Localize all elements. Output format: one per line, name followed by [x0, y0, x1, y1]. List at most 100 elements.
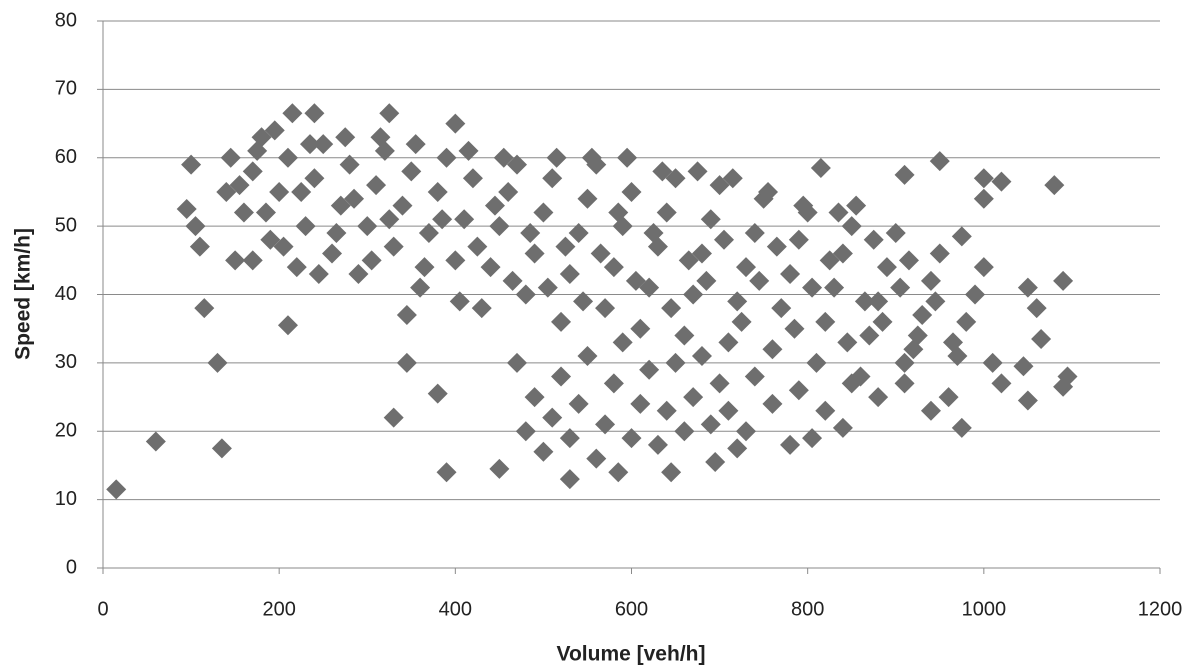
- point: [603, 257, 624, 278]
- point: [344, 188, 365, 209]
- point: [480, 257, 501, 278]
- point: [445, 113, 466, 134]
- point: [106, 479, 127, 500]
- point: [229, 175, 250, 196]
- x-tick-label: 600: [615, 598, 648, 620]
- point: [189, 236, 210, 257]
- point: [784, 318, 805, 339]
- point: [242, 250, 263, 271]
- point: [410, 277, 431, 298]
- point: [819, 250, 840, 271]
- point: [907, 325, 928, 346]
- point: [524, 387, 545, 408]
- point: [788, 380, 809, 401]
- point: [277, 147, 298, 168]
- point: [233, 202, 254, 223]
- point: [577, 346, 598, 367]
- point: [630, 393, 651, 414]
- point: [225, 250, 246, 271]
- point: [898, 250, 919, 271]
- point: [449, 291, 470, 312]
- point: [846, 195, 867, 216]
- point: [427, 383, 448, 404]
- point: [890, 277, 911, 298]
- point: [436, 462, 457, 483]
- point: [498, 181, 519, 202]
- point: [348, 263, 369, 284]
- point: [683, 387, 704, 408]
- point: [683, 284, 704, 305]
- point: [220, 147, 241, 168]
- point: [973, 168, 994, 189]
- point: [920, 270, 941, 291]
- point: [929, 243, 950, 264]
- point: [991, 171, 1012, 192]
- point: [1017, 277, 1038, 298]
- point: [546, 147, 567, 168]
- point: [956, 311, 977, 332]
- point: [828, 202, 849, 223]
- point: [537, 277, 558, 298]
- point: [722, 168, 743, 189]
- point: [647, 434, 668, 455]
- point: [938, 387, 959, 408]
- point: [854, 291, 875, 312]
- point: [766, 236, 787, 257]
- point: [396, 305, 417, 326]
- point: [255, 202, 276, 223]
- point: [392, 195, 413, 216]
- x-tick-label: 800: [791, 598, 824, 620]
- point: [304, 103, 325, 124]
- point: [912, 305, 933, 326]
- point: [802, 428, 823, 449]
- point: [718, 332, 739, 353]
- point: [216, 181, 237, 202]
- point: [568, 393, 589, 414]
- point: [520, 222, 541, 243]
- point: [815, 400, 836, 421]
- point: [573, 291, 594, 312]
- point: [982, 352, 1003, 373]
- point: [621, 181, 642, 202]
- point: [687, 161, 708, 182]
- point: [824, 277, 845, 298]
- point: [145, 431, 166, 452]
- point: [559, 469, 580, 490]
- point: [612, 332, 633, 353]
- point: [920, 400, 941, 421]
- point: [709, 373, 730, 394]
- point: [542, 168, 563, 189]
- point: [1013, 356, 1034, 377]
- y-tick-label: 40: [55, 283, 77, 305]
- point: [379, 209, 400, 230]
- point: [603, 373, 624, 394]
- point: [506, 352, 527, 373]
- x-tick-label: 400: [439, 598, 472, 620]
- point: [1017, 390, 1038, 411]
- point: [863, 229, 884, 250]
- point: [841, 216, 862, 237]
- point: [872, 311, 893, 332]
- point: [621, 428, 642, 449]
- point: [617, 147, 638, 168]
- point: [643, 222, 664, 243]
- point: [727, 291, 748, 312]
- point: [533, 441, 554, 462]
- point: [639, 359, 660, 380]
- y-axis-title: Speed [km/h]: [12, 228, 35, 360]
- point: [700, 209, 721, 230]
- point: [762, 393, 783, 414]
- point: [806, 352, 827, 373]
- point: [802, 277, 823, 298]
- point: [973, 188, 994, 209]
- point: [718, 400, 739, 421]
- point: [652, 161, 673, 182]
- point: [502, 270, 523, 291]
- point: [568, 222, 589, 243]
- point: [810, 158, 831, 179]
- point: [595, 414, 616, 435]
- point: [454, 209, 475, 230]
- point: [678, 250, 699, 271]
- point: [432, 209, 453, 230]
